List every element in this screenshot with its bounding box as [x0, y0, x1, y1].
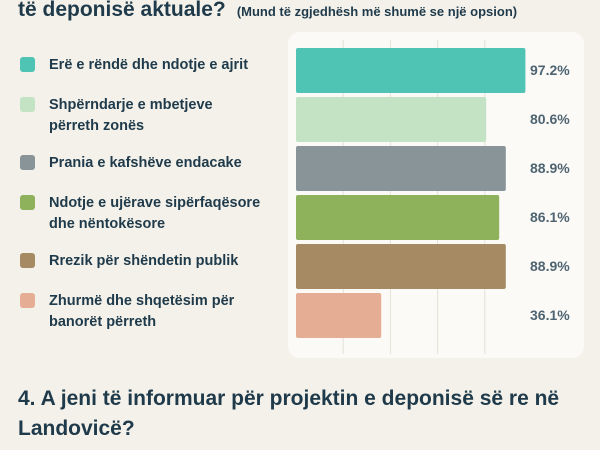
- bar: [296, 293, 382, 338]
- legend-item: Shpërndarje e mbetjeve përreth zonës: [20, 95, 290, 137]
- legend-item: Erë e rëndë dhe ndotje e ajrit: [20, 55, 290, 76]
- value-label: 97.2%: [530, 61, 570, 78]
- bar: [296, 146, 506, 191]
- legend-label: Shpërndarje e mbetjeve përreth zonës: [49, 96, 213, 134]
- legend-swatch: [20, 252, 35, 268]
- legend-item: Prania e kafshëve endacake: [20, 153, 290, 174]
- question-3-header: të deponisë aktuale? (Mund të zgjedhësh …: [18, 0, 588, 22]
- legend-swatch: [20, 96, 35, 112]
- bar: [296, 244, 506, 289]
- bar: [296, 48, 526, 93]
- bar: [296, 195, 500, 240]
- question-note: (Mund të zgjedhësh më shumë se një opsio…: [236, 4, 518, 19]
- question-4-title: 4. A jeni të informuar për projektin e d…: [18, 387, 560, 440]
- legend-item: Rrezik për shëndetin publik: [20, 251, 290, 272]
- legend-item: Zhurmë dhe shqetësim për banorët përreth: [20, 291, 290, 333]
- legend-label: Erë e rëndë dhe ndotje e ajrit: [49, 56, 249, 73]
- question-title: të deponisë aktuale?: [18, 0, 226, 21]
- legend-label: Ndotje e ujërave sipërfaqësore dhe nëntok…: [49, 194, 261, 232]
- value-label: 88.9%: [530, 257, 570, 274]
- legend-item: Ndotje e ujërave sipërfaqësore dhe nëntok…: [20, 193, 290, 235]
- legend-label: Prania e kafshëve endacake: [49, 154, 242, 171]
- legend-label: Zhurmë dhe shqetësim për banorët përreth: [49, 292, 235, 330]
- legend-swatch: [20, 292, 35, 308]
- value-label: 88.9%: [530, 159, 570, 176]
- bar: [296, 97, 487, 142]
- legend-swatch: [20, 194, 35, 210]
- value-label: 80.6%: [530, 110, 570, 127]
- value-label: 86.1%: [530, 208, 570, 225]
- value-label: 36.1%: [530, 306, 570, 323]
- legend-swatch: [20, 154, 35, 170]
- legend-label: Rrezik për shëndetin publik: [49, 252, 239, 269]
- legend-swatch: [20, 56, 35, 72]
